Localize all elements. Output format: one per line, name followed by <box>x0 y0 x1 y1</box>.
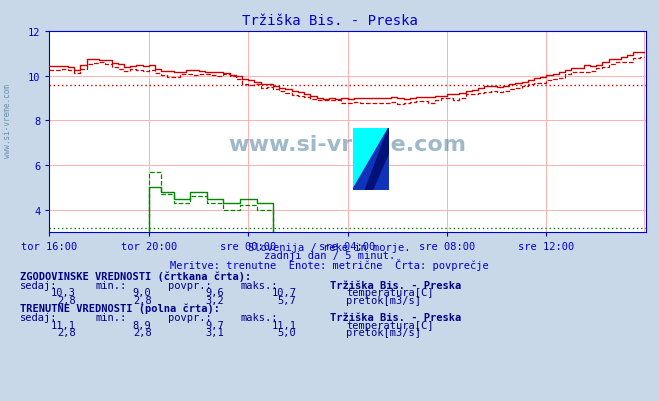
Text: www.si-vreme.com: www.si-vreme.com <box>229 134 467 154</box>
Text: pretok[m3/s]: pretok[m3/s] <box>346 295 421 305</box>
Text: 9,7: 9,7 <box>206 320 224 330</box>
Text: Meritve: trenutne  Enote: metrične  Črta: povprečje: Meritve: trenutne Enote: metrične Črta: … <box>170 259 489 271</box>
Text: pretok[m3/s]: pretok[m3/s] <box>346 328 421 338</box>
Text: 2,8: 2,8 <box>57 295 76 305</box>
Text: ZGODOVINSKE VREDNOSTI (črtkana črta):: ZGODOVINSKE VREDNOSTI (črtkana črta): <box>20 271 251 281</box>
Polygon shape <box>353 128 389 190</box>
Text: povpr.:: povpr.: <box>168 280 212 290</box>
Polygon shape <box>365 128 389 190</box>
Text: 9,6: 9,6 <box>206 288 224 298</box>
Text: 5,0: 5,0 <box>278 328 297 338</box>
Text: www.si-vreme.com: www.si-vreme.com <box>3 83 13 157</box>
Text: 9,0: 9,0 <box>133 288 152 298</box>
Text: TRENUTNE VREDNOSTI (polna črta):: TRENUTNE VREDNOSTI (polna črta): <box>20 303 219 314</box>
Text: min.:: min.: <box>96 280 127 290</box>
Text: 3,2: 3,2 <box>206 295 224 305</box>
Text: 8,9: 8,9 <box>133 320 152 330</box>
Text: 2,8: 2,8 <box>133 328 152 338</box>
Text: povpr.:: povpr.: <box>168 312 212 322</box>
Text: sedaj:: sedaj: <box>20 312 57 322</box>
Text: Tržiška Bis. - Preska: Tržiška Bis. - Preska <box>330 280 461 290</box>
Text: Tržiška Bis. - Preska: Tržiška Bis. - Preska <box>330 312 461 322</box>
Text: 10,3: 10,3 <box>51 288 76 298</box>
Text: 2,8: 2,8 <box>57 328 76 338</box>
Text: 10,7: 10,7 <box>272 288 297 298</box>
Text: Tržiška Bis. - Preska: Tržiška Bis. - Preska <box>242 14 417 28</box>
Text: 3,1: 3,1 <box>206 328 224 338</box>
Text: sedaj:: sedaj: <box>20 280 57 290</box>
Text: temperatura[C]: temperatura[C] <box>346 288 434 298</box>
Text: maks.:: maks.: <box>241 312 278 322</box>
Text: zadnji dan / 5 minut.: zadnji dan / 5 minut. <box>264 251 395 261</box>
Text: 2,8: 2,8 <box>133 295 152 305</box>
Text: 5,7: 5,7 <box>278 295 297 305</box>
Text: temperatura[C]: temperatura[C] <box>346 320 434 330</box>
Text: maks.:: maks.: <box>241 280 278 290</box>
Text: 11,1: 11,1 <box>272 320 297 330</box>
Text: 11,1: 11,1 <box>51 320 76 330</box>
Polygon shape <box>353 128 389 190</box>
Text: min.:: min.: <box>96 312 127 322</box>
Text: Slovenija / reke in morje.: Slovenija / reke in morje. <box>248 243 411 253</box>
